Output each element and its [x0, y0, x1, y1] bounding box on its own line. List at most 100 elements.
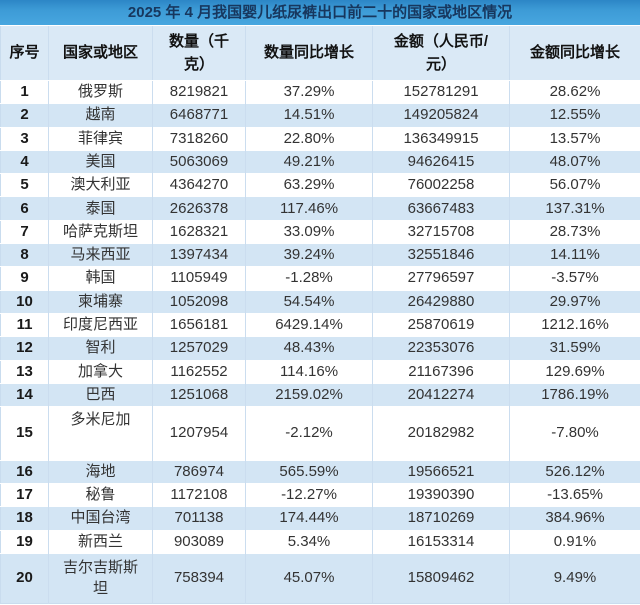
country-cell: 柬埔寨 — [48, 289, 153, 314]
quantity-cell: 1172108 — [152, 482, 246, 507]
country-cell: 多米尼加 — [48, 406, 153, 461]
country-cell: 吉尔吉斯斯坦 — [48, 552, 153, 604]
quantity-growth-cell: 45.07% — [245, 552, 373, 604]
rank-cell: 16 — [0, 459, 49, 484]
export-table: 序号 国家或地区 数量（千克） 数量同比增长 金额（人民币/元） 金额同比增长 … — [0, 26, 640, 605]
amount-growth-cell: 1786.19% — [509, 382, 640, 407]
quantity-cell: 2626378 — [152, 196, 246, 221]
table-row: 16 海地 786974 565.59% 19566521 526.12% — [0, 459, 640, 484]
amount-growth-cell: 0.91% — [509, 529, 640, 554]
country-cell: 韩国 — [48, 266, 153, 291]
quantity-cell: 1162552 — [152, 359, 246, 384]
quantity-growth-cell: 54.54% — [245, 289, 373, 314]
table-row: 17 秘鲁 1172108 -12.27% 19390390 -13.65% — [0, 482, 640, 507]
header-row: 序号 国家或地区 数量（千克） 数量同比增长 金额（人民币/元） 金额同比增长 — [0, 26, 640, 81]
quantity-cell: 701138 — [152, 506, 246, 531]
header-rank: 序号 — [0, 26, 49, 81]
country-cell: 菲律宾 — [48, 126, 153, 151]
rank-cell: 12 — [0, 336, 49, 361]
quantity-cell: 1207954 — [152, 406, 246, 461]
amount-growth-cell: 56.07% — [509, 173, 640, 197]
header-country: 国家或地区 — [48, 26, 153, 81]
quantity-growth-cell: 22.80% — [245, 126, 373, 151]
amount-cell: 32715708 — [372, 219, 510, 244]
amount-cell: 149205824 — [372, 103, 510, 128]
quantity-growth-cell: 114.16% — [245, 359, 373, 384]
rank-cell: 9 — [0, 266, 49, 291]
amount-growth-cell: 1212.16% — [509, 312, 640, 337]
amount-cell: 16153314 — [372, 529, 510, 554]
quantity-cell: 1052098 — [152, 289, 246, 314]
amount-growth-cell: 31.59% — [509, 336, 640, 361]
amount-growth-cell: 384.96% — [509, 506, 640, 531]
amount-growth-cell: 28.73% — [509, 219, 640, 244]
quantity-growth-cell: 63.29% — [245, 173, 373, 197]
rank-cell: 4 — [0, 149, 49, 174]
table-row: 19 新西兰 903089 5.34% 16153314 0.91% — [0, 529, 640, 554]
table-row: 18 中国台湾 701138 174.44% 18710269 384.96% — [0, 506, 640, 531]
rank-cell: 7 — [0, 219, 49, 244]
rank-cell: 18 — [0, 506, 49, 531]
rank-cell: 15 — [0, 406, 49, 461]
country-cell: 澳大利亚 — [48, 173, 153, 197]
quantity-growth-cell: 2159.02% — [245, 382, 373, 407]
table-body: 1 俄罗斯 8219821 37.29% 152781291 28.62% 2 越南 64687… — [0, 79, 640, 604]
amount-growth-cell: 9.49% — [509, 552, 640, 604]
quantity-growth-cell: 48.43% — [245, 336, 373, 361]
rank-cell: 5 — [0, 173, 49, 197]
header-quantity: 数量（千克） — [152, 26, 246, 81]
quantity-cell: 758394 — [152, 552, 246, 604]
quantity-cell: 1257029 — [152, 336, 246, 361]
amount-growth-cell: 48.07% — [509, 149, 640, 174]
country-cell: 美国 — [48, 149, 153, 174]
country-cell: 新西兰 — [48, 529, 153, 554]
table-row: 3 菲律宾 7318260 22.80% 136349915 13.57% — [0, 126, 640, 151]
table-row: 14 巴西 1251068 2159.02% 20412274 1786.19% — [0, 382, 640, 407]
amount-cell: 20412274 — [372, 382, 510, 407]
amount-cell: 21167396 — [372, 359, 510, 384]
amount-cell: 27796597 — [372, 266, 510, 291]
amount-growth-cell: 137.31% — [509, 196, 640, 221]
table-row: 4 美国 5063069 49.21% 94626415 48.07% — [0, 149, 640, 174]
quantity-growth-cell: 37.29% — [245, 79, 373, 104]
rank-cell: 8 — [0, 243, 49, 267]
header-quantity-growth: 数量同比增长 — [245, 26, 373, 81]
table-title: 2025 年 4 月我国婴儿纸尿裤出口前二十的国家或地区情况 — [0, 0, 640, 26]
quantity-cell: 4364270 — [152, 173, 246, 197]
amount-growth-cell: 129.69% — [509, 359, 640, 384]
amount-cell: 136349915 — [372, 126, 510, 151]
country-cell: 印度尼西亚 — [48, 312, 153, 337]
quantity-cell: 1105949 — [152, 266, 246, 291]
table-row: 20 吉尔吉斯斯坦 758394 45.07% 15809462 9.49% — [0, 552, 640, 604]
country-cell: 俄罗斯 — [48, 79, 153, 104]
country-cell: 智利 — [48, 336, 153, 361]
amount-cell: 32551846 — [372, 243, 510, 267]
amount-growth-cell: -7.80% — [509, 406, 640, 461]
quantity-growth-cell: 5.34% — [245, 529, 373, 554]
quantity-cell: 786974 — [152, 459, 246, 484]
quantity-cell: 1656181 — [152, 312, 246, 337]
rank-cell: 20 — [0, 552, 49, 604]
quantity-growth-cell: -2.12% — [245, 406, 373, 461]
rank-cell: 17 — [0, 482, 49, 507]
quantity-growth-cell: 117.46% — [245, 196, 373, 221]
amount-growth-cell: 29.97% — [509, 289, 640, 314]
quantity-cell: 903089 — [152, 529, 246, 554]
country-cell: 越南 — [48, 103, 153, 128]
table-row: 9 韩国 1105949 -1.28% 27796597 -3.57% — [0, 266, 640, 291]
amount-growth-cell: 14.11% — [509, 243, 640, 267]
rank-cell: 3 — [0, 126, 49, 151]
quantity-growth-cell: 174.44% — [245, 506, 373, 531]
amount-cell: 25870619 — [372, 312, 510, 337]
table-row: 6 泰国 2626378 117.46% 63667483 137.31% — [0, 196, 640, 221]
quantity-cell: 1251068 — [152, 382, 246, 407]
table-row: 12 智利 1257029 48.43% 22353076 31.59% — [0, 336, 640, 361]
quantity-growth-cell: 6429.14% — [245, 312, 373, 337]
table-row: 13 加拿大 1162552 114.16% 21167396 129.69% — [0, 359, 640, 384]
amount-growth-cell: 12.55% — [509, 103, 640, 128]
country-cell: 哈萨克斯坦 — [48, 219, 153, 244]
country-cell: 秘鲁 — [48, 482, 153, 507]
amount-growth-cell: 13.57% — [509, 126, 640, 151]
quantity-cell: 7318260 — [152, 126, 246, 151]
amount-cell: 19390390 — [372, 482, 510, 507]
